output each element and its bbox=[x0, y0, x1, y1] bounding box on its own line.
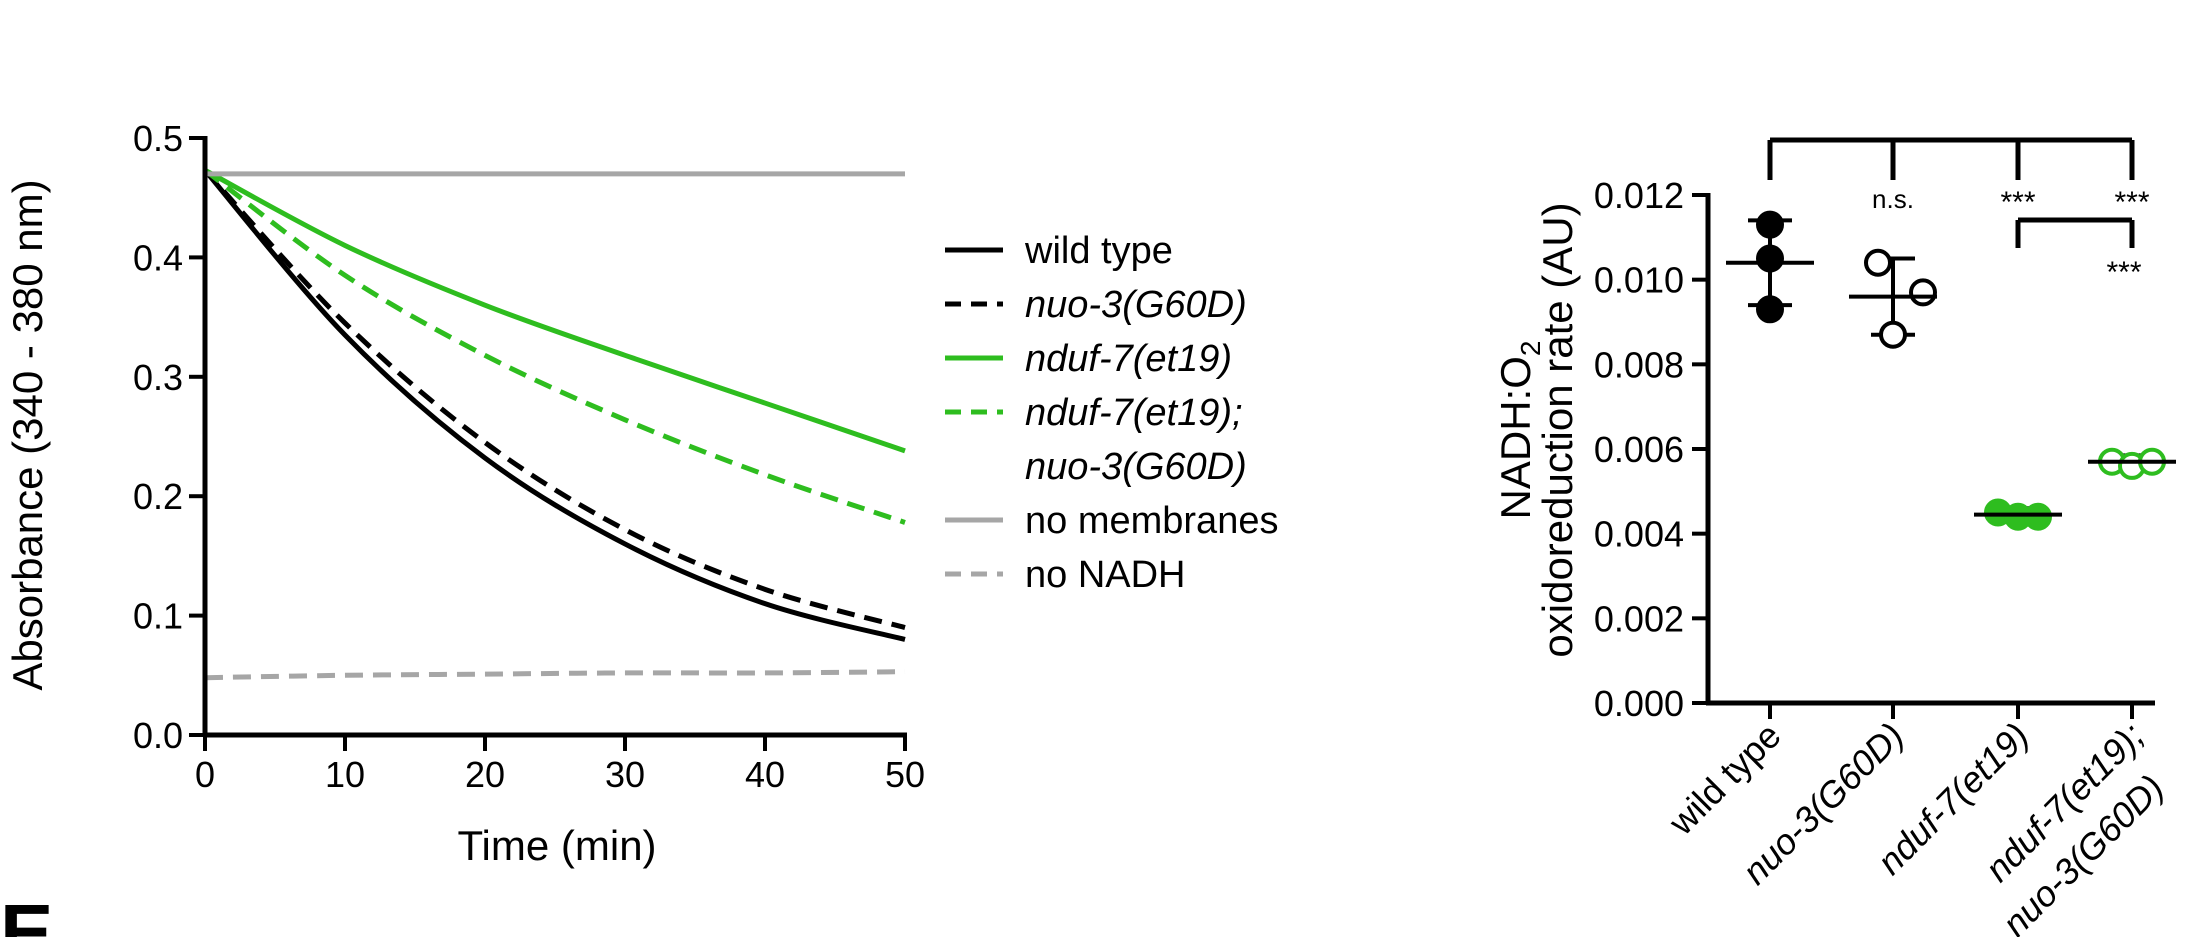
legend-label: wild type bbox=[1024, 230, 1173, 272]
y-tick-label: 0.008 bbox=[1594, 344, 1684, 385]
y-axis-label: NADH:O2 oxidoreduction rate (AU) bbox=[1492, 202, 1581, 657]
y-tick-label: 0.002 bbox=[1594, 598, 1684, 639]
legend-label: nuo-3(G60D) bbox=[1025, 284, 1247, 326]
legend-label: nduf-7(et19) bbox=[1025, 338, 1232, 380]
legend-label: nduf-7(et19); bbox=[1025, 392, 1243, 434]
absorbance-line-chart: 0.0 0.1 0.2 0.3 0.4 0.5 0 10 20 30 40 50 Time (min… bbox=[4, 118, 1278, 869]
x-tick-label: 20 bbox=[465, 754, 505, 795]
x-tick-label: 0 bbox=[195, 754, 215, 795]
data-point bbox=[1879, 320, 1907, 349]
y-tick-label: 0.2 bbox=[133, 476, 183, 517]
panel-letter: E bbox=[0, 888, 53, 937]
y-tick-label: 0.012 bbox=[1594, 175, 1684, 216]
sig-label: *** bbox=[2106, 256, 2141, 289]
sig-label: *** bbox=[2114, 186, 2149, 219]
legend: wild type nuo-3(G60D) nduf-7(et19) nduf-7(e… bbox=[945, 230, 1278, 596]
significance-brackets bbox=[1767, 137, 2135, 248]
y-axis-label-subscript: 2 bbox=[1515, 341, 1546, 357]
data-point bbox=[1864, 248, 1892, 277]
series-line-nduf-7-et19- bbox=[203, 168, 906, 525]
data-point bbox=[1756, 244, 1784, 273]
y-axis-label: Absorbance (340 - 380 nm) bbox=[4, 179, 51, 690]
y-axis-ticks: 0.0 0.1 0.2 0.3 0.4 0.5 bbox=[133, 118, 205, 756]
y-tick-label: 0.0 bbox=[133, 715, 183, 756]
data-point bbox=[1909, 278, 1937, 307]
series-line-wild-type bbox=[203, 168, 906, 642]
data-point bbox=[1756, 210, 1784, 239]
group-2 bbox=[1974, 498, 2062, 531]
data-groups bbox=[1726, 210, 2176, 531]
oxidoreduction-dot-plot: 0.000 0.002 0.004 0.006 0.008 0.010 0.012 wild… bbox=[1492, 137, 2176, 937]
x-tick-label: 40 bbox=[745, 754, 785, 795]
legend-label: nuo-3(G60D) bbox=[1025, 446, 1247, 488]
sig-label: *** bbox=[2000, 186, 2035, 219]
sig-label: n.s. bbox=[1872, 184, 1914, 214]
group-1 bbox=[1849, 248, 1937, 349]
x-category-label: wild type bbox=[1660, 715, 1789, 844]
x-axis-ticks: 0 10 20 30 40 50 bbox=[195, 735, 925, 795]
series-line-no-nadh bbox=[204, 669, 906, 681]
data-point bbox=[1756, 295, 1784, 324]
y-tick-label: 0.3 bbox=[133, 357, 183, 398]
y-tick-label: 0.006 bbox=[1594, 429, 1684, 470]
y-tick-label: 0.5 bbox=[133, 118, 183, 159]
data-point bbox=[2024, 502, 2052, 531]
x-axis-ticks: wild typenuo-3(G60D)nduf-7(et19)nduf-7(e… bbox=[1660, 703, 2172, 937]
group-0 bbox=[1726, 210, 1814, 324]
y-axis-ticks: 0.000 0.002 0.004 0.006 0.008 0.010 0.012 bbox=[1594, 175, 1708, 724]
line-series-group bbox=[203, 168, 906, 681]
legend-label: no NADH bbox=[1025, 554, 1186, 596]
series-line-nuo-3-g60d- bbox=[203, 168, 906, 630]
legend-label: no membranes bbox=[1025, 500, 1278, 542]
series-line-nduf-7-et19- bbox=[203, 168, 906, 454]
y-axis-label-line2: oxidoreduction rate (AU) bbox=[1534, 202, 1581, 657]
y-tick-label: 0.1 bbox=[133, 596, 183, 637]
y-tick-label: 0.010 bbox=[1594, 260, 1684, 301]
y-tick-label: 0.000 bbox=[1594, 683, 1684, 724]
group-3 bbox=[2088, 447, 2176, 480]
y-axis-label-main: NADH:O bbox=[1492, 356, 1539, 519]
y-tick-label: 0.004 bbox=[1594, 514, 1684, 555]
x-tick-label: 10 bbox=[325, 754, 365, 795]
x-tick-label: 50 bbox=[885, 754, 925, 795]
y-tick-label: 0.4 bbox=[133, 237, 183, 278]
y-axis-label-line1: NADH:O2 bbox=[1492, 341, 1546, 520]
x-axis-label: Time (min) bbox=[457, 822, 656, 869]
x-tick-label: 30 bbox=[605, 754, 645, 795]
